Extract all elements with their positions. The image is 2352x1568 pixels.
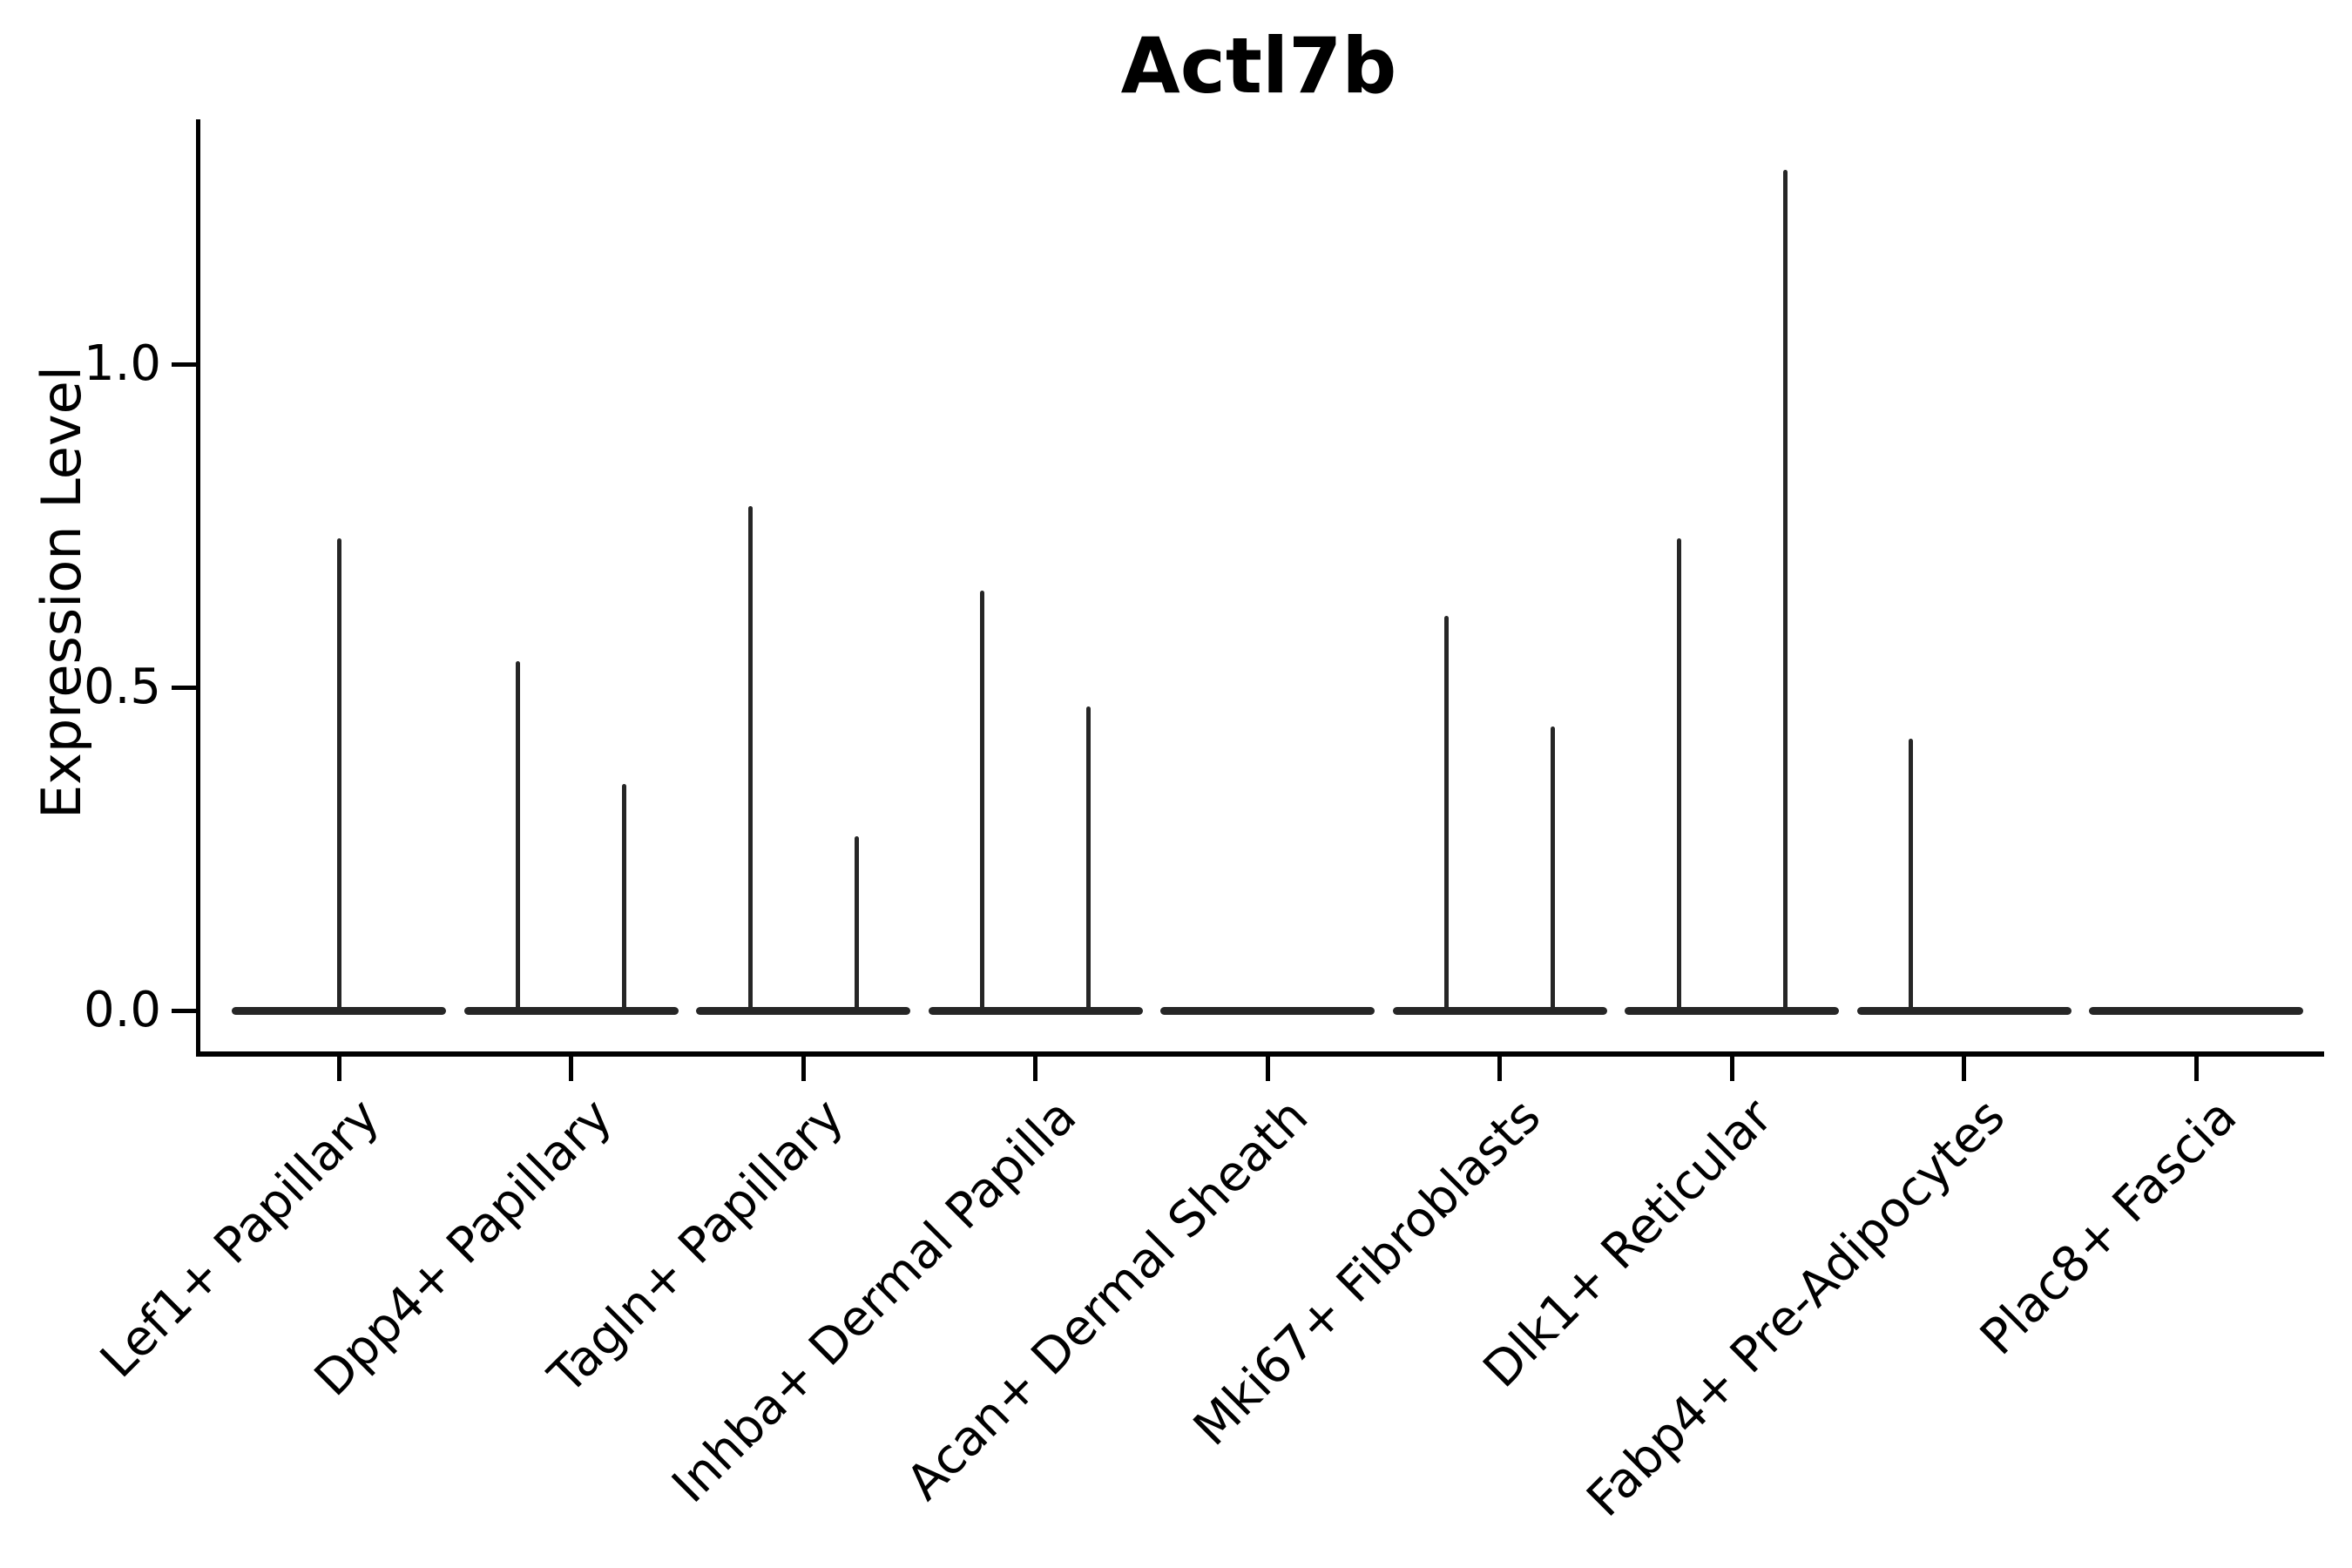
x-axis-tick [1497,1057,1502,1081]
y-axis-tick [172,685,196,690]
violin-spike [622,784,626,1010]
x-axis-tick [569,1057,573,1081]
x-axis-tick [1962,1057,1966,1081]
violin-baseline [696,1006,910,1015]
violin-baseline [1392,1006,1607,1015]
violin-baseline [1856,1006,2072,1015]
y-axis-tick [172,362,196,367]
violin-spike [516,661,520,1010]
x-axis-tick [1265,1057,1270,1081]
violin-spike [1782,170,1788,1010]
violin-spike [1676,538,1681,1010]
violin-baseline [1160,1006,1375,1015]
y-tick-label: 0.5 [83,659,161,715]
x-axis-tick [801,1057,806,1081]
y-axis-spine [196,119,200,1057]
violin-baseline [463,1006,679,1015]
violin-spike [1551,726,1555,1010]
violin-spike [980,590,984,1010]
violin-baseline [2089,1006,2303,1015]
x-axis-tick [336,1057,341,1081]
violin-baseline [928,1006,1143,1015]
y-tick-label: 1.0 [83,335,161,392]
violin-baseline [232,1006,446,1015]
y-axis-tick [172,1008,196,1013]
violin-spike [1086,706,1091,1010]
violin-spike [747,506,753,1010]
x-axis-tick [2193,1057,2199,1081]
x-axis-tick [1033,1057,1037,1081]
violin-spike [854,835,859,1010]
violin-spike [1444,616,1449,1010]
violin-spike [336,538,341,1010]
violin-baseline [1625,1006,1839,1015]
y-tick-label: 0.0 [83,982,161,1038]
violin-spike [1909,739,1913,1010]
x-axis-spine [196,1051,2324,1057]
plot-title: Actl7b [1120,21,1397,111]
x-axis-tick [1729,1057,1734,1081]
